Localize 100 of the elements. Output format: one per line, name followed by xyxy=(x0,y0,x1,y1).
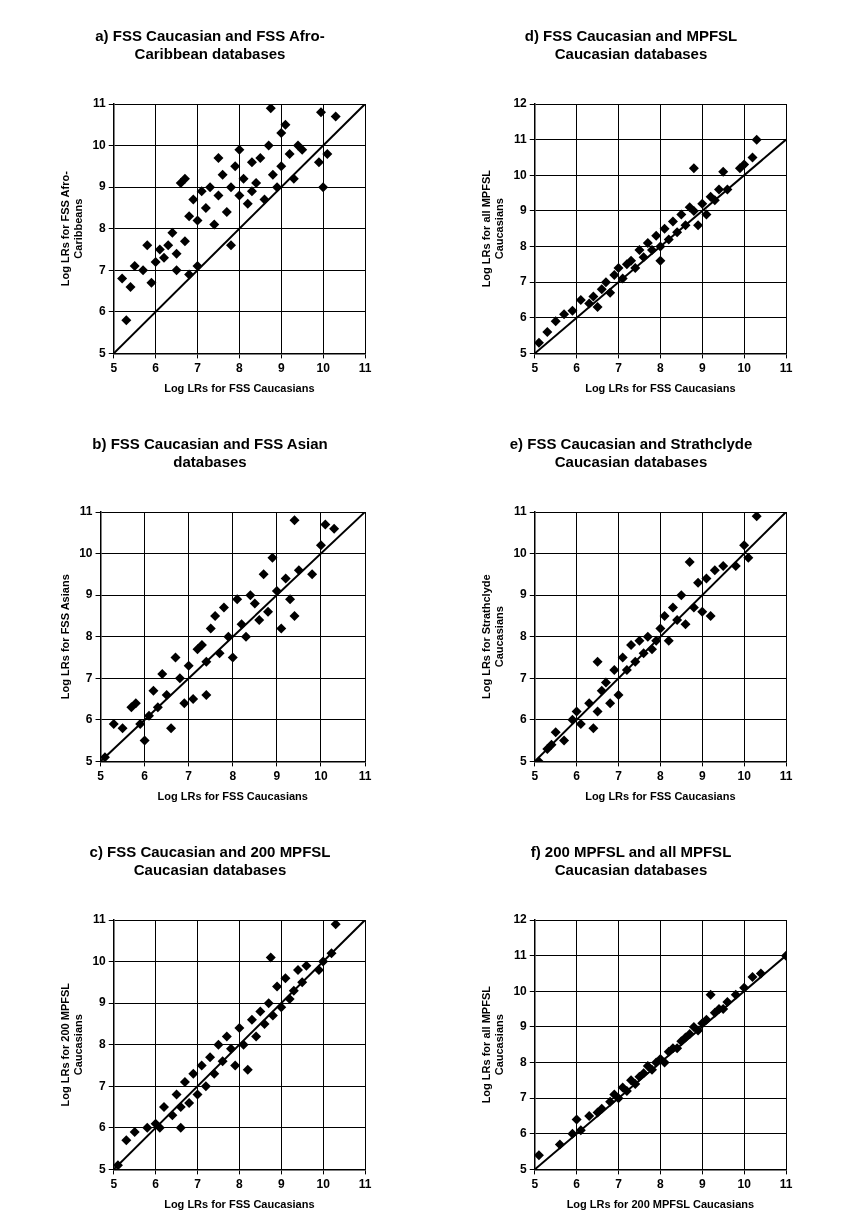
y-tick-label: 11 xyxy=(79,504,93,519)
y-tick-label: 11 xyxy=(514,947,528,962)
y-tick-label: 6 xyxy=(520,712,528,727)
x-tick-label: 5 xyxy=(531,360,539,375)
y-tick-label: 5 xyxy=(99,1161,107,1176)
point xyxy=(226,240,236,251)
chart-title: a) FSS Caucasian and FSS Afro-Caribbean databases xyxy=(95,27,325,63)
point xyxy=(676,590,687,601)
point xyxy=(179,173,190,184)
point xyxy=(688,205,699,216)
point xyxy=(218,602,229,613)
y-tick-label: 9 xyxy=(99,995,107,1010)
point xyxy=(213,190,224,201)
x-tick-label: 9 xyxy=(273,768,281,783)
point xyxy=(609,270,620,281)
point xyxy=(600,677,611,688)
x-tick-label: 8 xyxy=(657,768,665,783)
point xyxy=(154,244,165,255)
y-axis-title: Log LRs for all MPFSL Caucasians xyxy=(479,985,505,1104)
x-tick-label: 10 xyxy=(314,768,328,783)
x-tick-label: 9 xyxy=(698,360,706,375)
point xyxy=(200,1081,211,1092)
point xyxy=(330,920,341,930)
point xyxy=(751,134,762,145)
x-axis-title: Log LRs for FSS Caucasians xyxy=(164,382,315,395)
point xyxy=(705,989,716,1000)
y-tick-label: 9 xyxy=(520,1019,528,1034)
point xyxy=(534,1150,544,1161)
point xyxy=(313,157,324,168)
x-axis-title: Log LRs for 200 MPFSL Caucasians xyxy=(566,1198,755,1211)
point xyxy=(655,255,666,266)
y-axis-title: Log LRs for FSS Afro-Caribbeans xyxy=(58,170,84,287)
point xyxy=(571,706,582,717)
point xyxy=(242,198,253,209)
x-tick-label: 6 xyxy=(573,1176,581,1191)
y-tick-label: 9 xyxy=(99,179,107,194)
x-tick-label: 8 xyxy=(229,768,237,783)
x-tick-label: 7 xyxy=(615,1176,623,1191)
point xyxy=(307,569,318,580)
y-tick-label: 8 xyxy=(520,1054,528,1069)
x-tick-label: 7 xyxy=(615,360,623,375)
point xyxy=(130,698,141,709)
y-tick-label: 11 xyxy=(93,96,107,111)
x-axis-title: Log LRs for FSS Caucasians xyxy=(157,790,308,803)
point xyxy=(139,735,150,746)
point xyxy=(567,305,578,316)
point xyxy=(230,1060,241,1071)
point xyxy=(322,148,333,159)
point xyxy=(267,169,278,180)
chart-title: f) 200 MPFSL and all MPFSL Caucasian databases xyxy=(530,843,732,879)
point xyxy=(238,173,249,184)
point xyxy=(739,540,750,551)
x-tick-label: 10 xyxy=(737,1176,752,1191)
point xyxy=(148,685,159,696)
point xyxy=(609,664,620,675)
point xyxy=(688,163,699,174)
x-tick-label: 7 xyxy=(194,1176,202,1191)
y-tick-label: 10 xyxy=(92,137,107,152)
point xyxy=(315,540,326,551)
y-tick-label: 7 xyxy=(99,262,107,277)
point xyxy=(210,610,221,621)
point xyxy=(217,169,228,180)
point xyxy=(534,337,544,348)
point xyxy=(230,161,241,172)
point xyxy=(714,184,724,195)
point xyxy=(121,315,132,326)
y-tick-label: 6 xyxy=(520,310,528,325)
point xyxy=(289,610,300,621)
y-tick-label: 6 xyxy=(99,304,107,319)
point xyxy=(179,236,190,247)
point xyxy=(175,177,186,188)
point xyxy=(592,656,603,667)
point xyxy=(701,209,712,220)
y-tick-label: 7 xyxy=(85,670,93,685)
chart-title: b) FSS Caucasian and FSS Asian databases xyxy=(92,435,328,471)
y-tick-label: 9 xyxy=(85,587,93,602)
x-tick-label: 10 xyxy=(737,768,752,783)
y-tick-label: 10 xyxy=(92,953,107,968)
y-tick-label: 11 xyxy=(93,912,107,927)
y-tick-label: 8 xyxy=(85,629,93,644)
y-tick-label: 5 xyxy=(520,1161,528,1176)
point xyxy=(613,262,624,273)
point xyxy=(588,723,599,734)
point xyxy=(188,1068,199,1079)
point xyxy=(183,660,194,671)
point xyxy=(747,152,758,163)
point xyxy=(301,960,312,971)
x-tick-label: 9 xyxy=(698,768,706,783)
point xyxy=(280,973,291,984)
point xyxy=(142,1122,153,1133)
point xyxy=(265,104,276,114)
x-tick-label: 6 xyxy=(573,360,581,375)
point xyxy=(221,207,232,218)
point xyxy=(634,635,645,646)
x-axis-title: Log LRs for FSS Caucasians xyxy=(164,1198,315,1211)
point xyxy=(663,635,674,646)
y-tick-label: 10 xyxy=(513,983,528,998)
point xyxy=(196,640,207,651)
chart-title: c) FSS Caucasian and 200 MPFSL Caucasian databases xyxy=(89,843,331,879)
point xyxy=(701,573,712,584)
